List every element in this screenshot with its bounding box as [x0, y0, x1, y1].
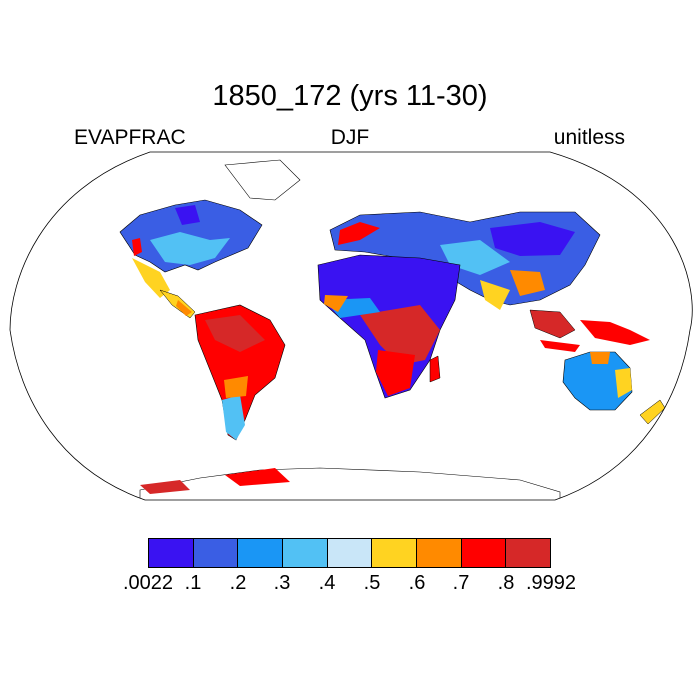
colorbar-bin-2	[193, 539, 239, 567]
colorbar-tick-label: .8	[497, 572, 515, 594]
variable-label: EVAPFRAC	[74, 126, 186, 149]
colorbar-bin-1	[149, 539, 194, 567]
colorbar-bin-7	[417, 539, 462, 567]
colorbar-bin-6	[372, 539, 418, 567]
colorbar-tick-label: .0022	[122, 572, 174, 594]
colorbar-tick-label: .5	[363, 572, 381, 594]
colorbar-tick-label: .2	[229, 572, 247, 594]
colorbar-tick-label: .3	[273, 572, 291, 594]
colorbar-ticks: .0022 .1 .2 .3 .4 .5 .6 .7 .8 .9992	[0, 572, 700, 602]
units-label: unitless	[553, 126, 625, 149]
colorbar-bin-8	[461, 539, 507, 567]
colorbar-bin-4	[283, 539, 328, 567]
map-border	[9, 151, 693, 501]
colorbar-tick-label: .9992	[525, 572, 577, 594]
colorbar-bin-5	[327, 539, 373, 567]
colorbar	[148, 538, 551, 568]
season-label: DJF	[330, 126, 370, 149]
plot-title: 1850_172 (yrs 11-30)	[212, 80, 488, 112]
colorbar-tick-label: .6	[408, 572, 426, 594]
land-fill	[119, 159, 666, 500]
colorbar-tick-label: .7	[452, 572, 470, 594]
colorbar-tick-label: .1	[184, 572, 202, 594]
colorbar-bin-3	[238, 539, 284, 567]
colorbar-bin-9	[506, 539, 551, 567]
colorbar-tick-label: .4	[318, 572, 336, 594]
